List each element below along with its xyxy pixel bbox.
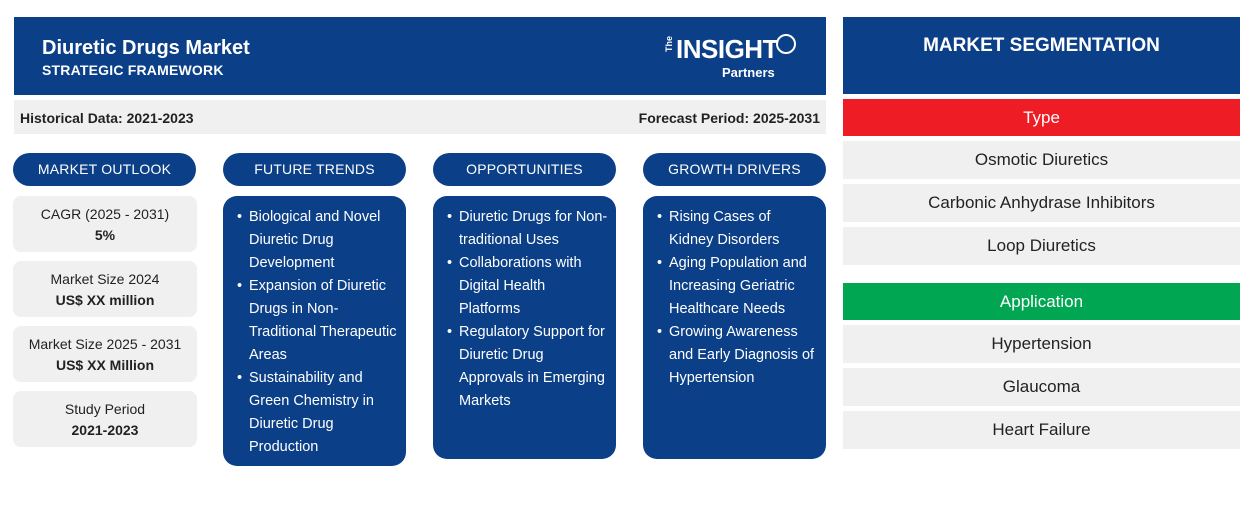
header-banner: Diuretic Drugs Market STRATEGIC FRAMEWOR… <box>14 17 826 95</box>
future-trends-heading: FUTURE TRENDS <box>223 153 406 186</box>
trend-item: Biological and Novel Diuretic Drug Devel… <box>237 206 398 275</box>
segment-type-heading: Type <box>843 99 1240 136</box>
opportunities-heading: OPPORTUNITIES <box>433 153 616 186</box>
opportunity-item: Regulatory Support for Diuretic Drug App… <box>447 321 608 413</box>
outlook-value: 5% <box>94 227 116 243</box>
outlook-market-size-forecast: Market Size 2025 - 2031 US$ XX Million <box>13 326 197 382</box>
insight-partners-logo: The INSIGHT Partners <box>664 32 804 82</box>
segment-item: Loop Diuretics <box>843 227 1240 265</box>
logo-insight-text: INSIGHT <box>676 34 778 64</box>
trend-item: Sustainability and Green Chemistry in Di… <box>237 367 398 459</box>
outlook-label: Market Size 2025 - 2031 <box>28 336 182 352</box>
outlook-value: US$ XX million <box>55 292 155 308</box>
segmentation-title: MARKET SEGMENTATION <box>843 17 1240 94</box>
logo-ring-icon <box>776 34 796 54</box>
driver-item: Growing Awareness and Early Diagnosis of… <box>657 321 818 390</box>
market-outlook-heading: MARKET OUTLOOK <box>13 153 196 186</box>
opportunities-box: Diuretic Drugs for Non-traditional Uses … <box>433 196 616 459</box>
segment-application-heading: Application <box>843 283 1240 320</box>
growth-drivers-box: Rising Cases of Kidney Disorders Aging P… <box>643 196 826 459</box>
outlook-label: CAGR (2025 - 2031) <box>40 206 170 222</box>
driver-item: Aging Population and Increasing Geriatri… <box>657 252 818 321</box>
outlook-value: 2021-2023 <box>71 422 139 438</box>
segment-item: Glaucoma <box>843 368 1240 406</box>
page-title: Diuretic Drugs Market <box>42 37 250 59</box>
outlook-cagr: CAGR (2025 - 2031) 5% <box>13 196 197 252</box>
segment-item: Osmotic Diuretics <box>843 141 1240 179</box>
forecast-period: Forecast Period: 2025-2031 <box>638 110 820 126</box>
outlook-study-period: Study Period 2021-2023 <box>13 391 197 447</box>
segment-item: Carbonic Anhydrase Inhibitors <box>843 184 1240 222</box>
segment-item: Heart Failure <box>843 411 1240 449</box>
outlook-value: US$ XX Million <box>55 357 154 373</box>
outlook-market-size-2024: Market Size 2024 US$ XX million <box>13 261 197 317</box>
future-trends-box: Biological and Novel Diuretic Drug Devel… <box>223 196 406 466</box>
driver-item: Rising Cases of Kidney Disorders <box>657 206 818 252</box>
logo-partners-text: Partners <box>722 65 775 80</box>
growth-drivers-heading: GROWTH DRIVERS <box>643 153 826 186</box>
opportunity-item: Collaborations with Digital Health Platf… <box>447 252 608 321</box>
period-bar: Historical Data: 2021-2023 Forecast Peri… <box>14 100 826 134</box>
outlook-label: Study Period <box>64 401 146 417</box>
historical-period: Historical Data: 2021-2023 <box>20 110 194 126</box>
trend-item: Expansion of Diuretic Drugs in Non-Tradi… <box>237 275 398 367</box>
page-subtitle: STRATEGIC FRAMEWORK <box>42 62 224 78</box>
segment-item: Hypertension <box>843 325 1240 363</box>
opportunity-item: Diuretic Drugs for Non-traditional Uses <box>447 206 608 252</box>
outlook-label: Market Size 2024 <box>50 271 160 287</box>
logo-the-text: The <box>664 36 674 53</box>
